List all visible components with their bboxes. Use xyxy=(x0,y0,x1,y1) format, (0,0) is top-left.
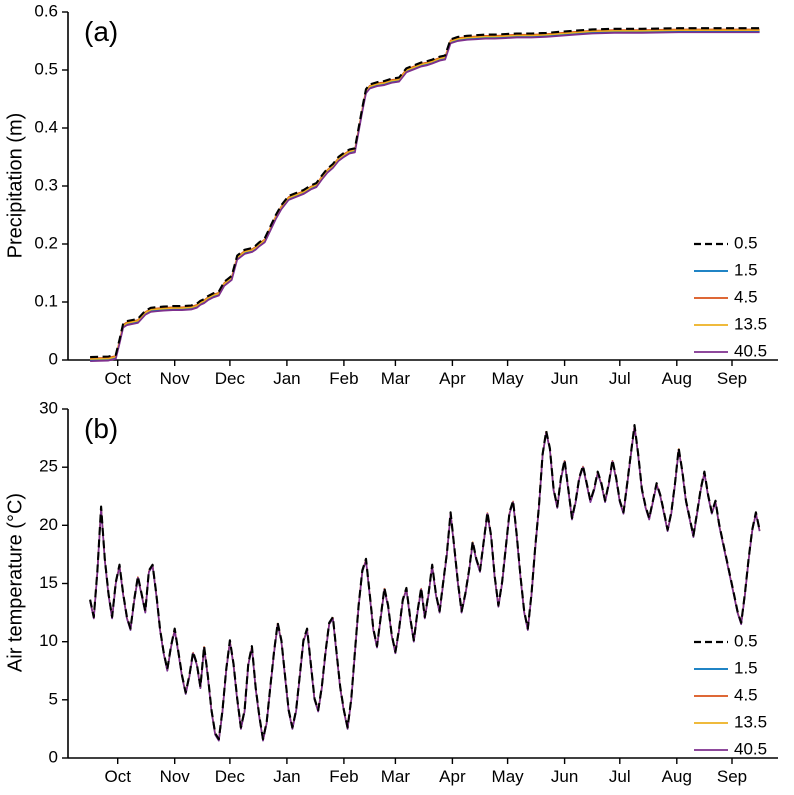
y-tick-label: 10 xyxy=(39,631,58,650)
y-tick-label: 0 xyxy=(49,747,58,766)
x-tick-label: Aug xyxy=(662,369,692,388)
x-tick-label: Sep xyxy=(717,369,747,388)
y-tick-label: 30 xyxy=(39,398,58,417)
x-tick-label: Dec xyxy=(215,369,246,388)
x-tick-label: Mar xyxy=(381,369,411,388)
y-axis-title-air-temperature: Air temperature (°C) xyxy=(4,492,27,673)
series-line-13.5 xyxy=(90,29,760,360)
y-tick-label: 0.5 xyxy=(34,59,58,78)
x-tick-label: Jan xyxy=(273,369,300,388)
x-tick-label: Mar xyxy=(381,767,411,786)
series-line-13.5 xyxy=(89,425,761,741)
x-tick-label: Oct xyxy=(104,767,131,786)
legend-label: 0.5 xyxy=(734,631,758,650)
x-tick-label: Apr xyxy=(439,767,466,786)
series-line-0.5 xyxy=(89,424,761,741)
x-tick-label: May xyxy=(492,767,525,786)
panel-b: 0 5 10 15 20 25 30 Oct Nov Dec Jan Feb Mar Apr May Jun J… xyxy=(0,397,794,795)
y-tick-label: 15 xyxy=(39,573,58,592)
legend-label: 4.5 xyxy=(734,685,758,704)
x-tick-label: Jul xyxy=(609,767,631,786)
legend-label: 0.5 xyxy=(734,233,758,252)
legend-label: 1.5 xyxy=(734,260,758,279)
y-tick-label: 0.4 xyxy=(34,117,58,136)
series-line-40.5 xyxy=(89,425,761,742)
legend-label: 40.5 xyxy=(734,739,767,758)
precipitation-chart: 0 0.1 0.2 0.3 0.4 0.5 0.6 Oct Nov Dec Jan Feb Mar Apr… xyxy=(34,1,778,388)
series-line-1.5 xyxy=(89,425,761,742)
y-tick-label: 0.1 xyxy=(34,291,58,310)
panel-label-a: (a) xyxy=(84,16,119,47)
legend-label: 13.5 xyxy=(734,712,767,731)
x-tick-label: Feb xyxy=(329,369,358,388)
y-tick-label: 0 xyxy=(49,349,58,368)
y-tick-label: 25 xyxy=(39,457,58,476)
x-tick-label: Jan xyxy=(273,767,300,786)
air-temperature-chart: 0 5 10 15 20 25 30 Oct Nov Dec Jan Feb Mar Apr May Jun J… xyxy=(39,398,778,786)
x-tick-label: Nov xyxy=(160,369,191,388)
x-tick-label: Aug xyxy=(662,767,692,786)
y-axis-title-precipitation: Precipitation (m) xyxy=(4,112,27,259)
x-tick-label: Feb xyxy=(329,767,358,786)
series-line-0.5 xyxy=(90,27,760,359)
series-line-40.5 xyxy=(90,31,760,363)
legend-label: 4.5 xyxy=(734,287,758,306)
x-tick-label: Oct xyxy=(104,369,131,388)
x-tick-label: Jun xyxy=(551,369,578,388)
y-tick-label: 5 xyxy=(49,689,58,708)
x-tick-label: Jun xyxy=(551,767,578,786)
x-tick-label: Nov xyxy=(160,767,191,786)
x-tick-label: Apr xyxy=(439,369,466,388)
panel-label-b: (b) xyxy=(84,413,119,444)
x-tick-label: Dec xyxy=(215,767,246,786)
y-tick-label: 0.2 xyxy=(34,233,58,252)
legend-label: 40.5 xyxy=(734,341,767,360)
x-tick-label: Sep xyxy=(717,767,747,786)
series-line-1.5 xyxy=(90,30,760,361)
y-tick-label: 0.6 xyxy=(34,1,58,20)
x-tick-label: Jul xyxy=(609,369,631,388)
y-tick-label: 0.3 xyxy=(34,175,58,194)
y-tick-label: 20 xyxy=(39,515,58,534)
series-line-4.5 xyxy=(89,425,761,741)
panel-a: 0 0.1 0.2 0.3 0.4 0.5 0.6 Oct Nov Dec Jan Feb Mar Apr… xyxy=(0,0,794,397)
x-tick-label: May xyxy=(492,369,525,388)
legend-label: 13.5 xyxy=(734,314,767,333)
legend-label: 1.5 xyxy=(734,658,758,677)
